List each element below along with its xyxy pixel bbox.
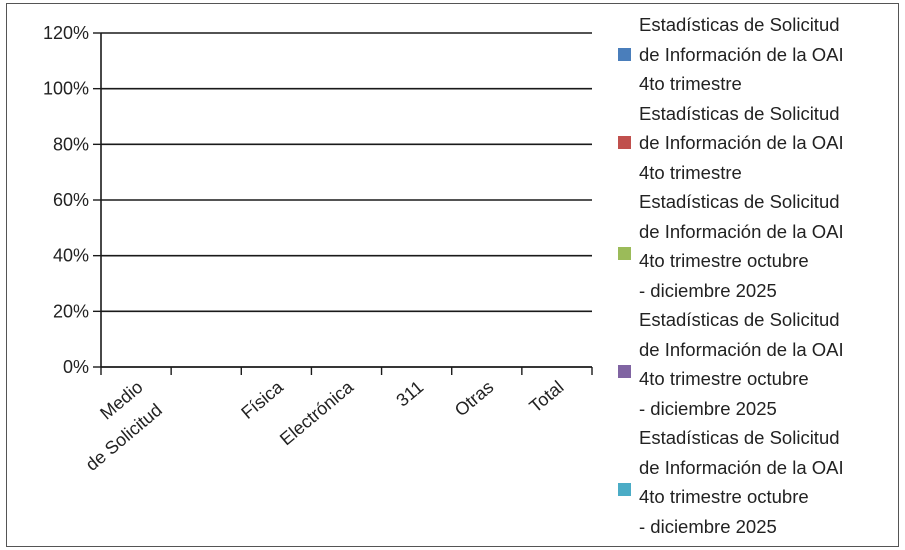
legend-item: Estadísticas de Solicitud de Información… bbox=[612, 99, 902, 188]
y-tick-label: 120% bbox=[43, 23, 89, 43]
x-tick-label: Electrónica bbox=[276, 376, 358, 449]
x-tick-label: 311 bbox=[392, 377, 427, 411]
chart-frame bbox=[6, 3, 899, 547]
legend-label: Estadísticas de Solicitud de Información… bbox=[639, 102, 844, 183]
y-tick-label: 40% bbox=[53, 246, 89, 266]
legend-label: Estadísticas de Solicitud de Información… bbox=[639, 309, 844, 419]
y-tick-label: 80% bbox=[53, 134, 89, 154]
legend-item: Estadísticas de Solicitud de Información… bbox=[612, 305, 902, 423]
x-tick-label: Física bbox=[237, 376, 287, 423]
legend-swatch bbox=[618, 483, 631, 497]
legend-swatch bbox=[618, 47, 631, 61]
legend-swatch bbox=[618, 247, 631, 261]
x-tick-label: Mediode Solicitud bbox=[62, 377, 165, 475]
y-tick-label: 20% bbox=[53, 301, 89, 321]
legend-swatch bbox=[618, 365, 631, 379]
legend-item: Estadísticas de Solicitud de Información… bbox=[612, 423, 902, 541]
x-tick-label: Total bbox=[526, 377, 568, 417]
y-tick-label: 0% bbox=[63, 357, 89, 377]
legend-label: Estadísticas de Solicitud de Información… bbox=[639, 14, 844, 94]
legend-swatch bbox=[618, 136, 631, 149]
legend-label: Estadísticas de Solicitud de Información… bbox=[639, 427, 844, 537]
y-tick-label: 100% bbox=[43, 79, 89, 99]
y-tick-label: 60% bbox=[53, 190, 89, 210]
chart-legend: Estadísticas de Solicitud de Información… bbox=[612, 10, 902, 541]
x-tick-label: Otras bbox=[451, 377, 498, 421]
legend-item: Estadísticas de Solicitud de Información… bbox=[612, 187, 902, 305]
legend-item: Estadísticas de Solicitud de Información… bbox=[612, 10, 902, 99]
legend-label: Estadísticas de Solicitud de Información… bbox=[639, 191, 844, 301]
